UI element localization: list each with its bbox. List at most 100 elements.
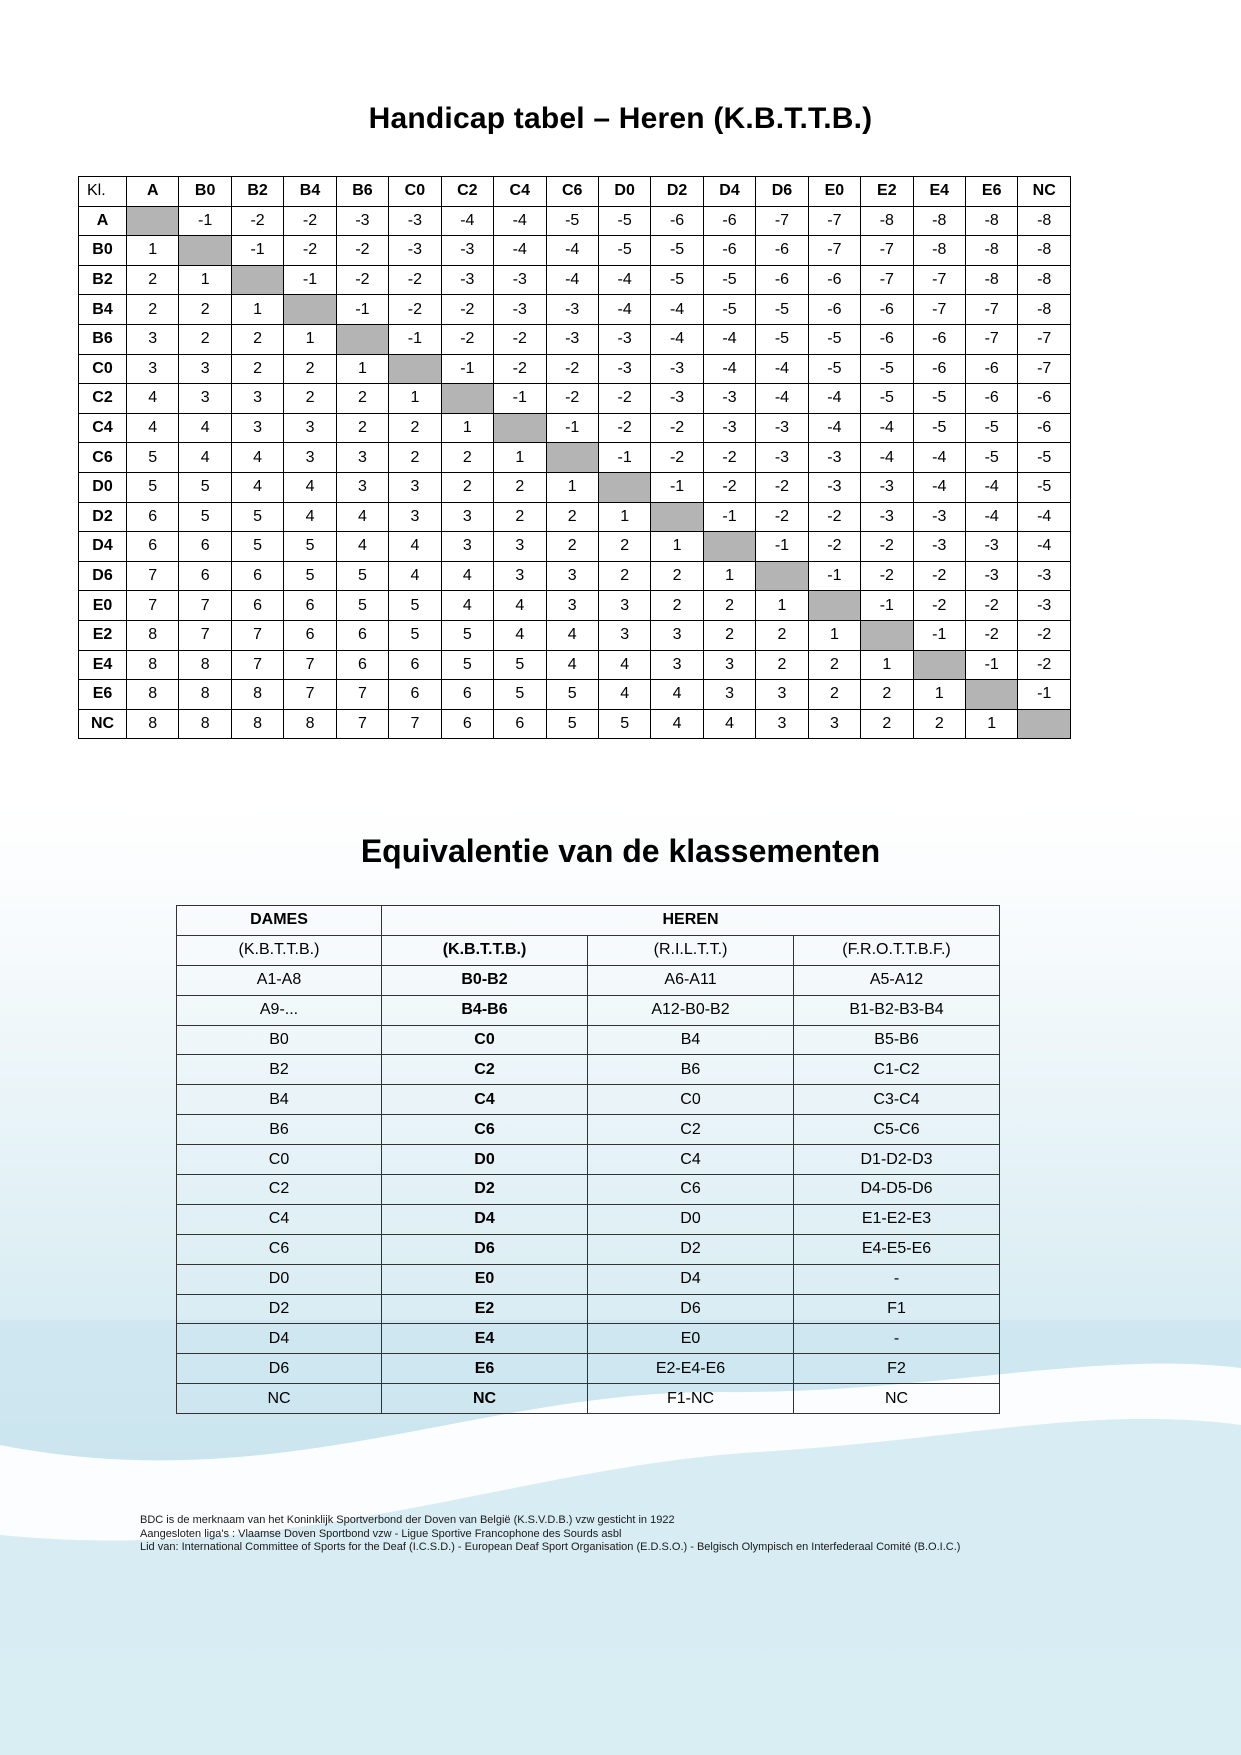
handicap-col-header: C2 <box>440 176 495 207</box>
equiv-cell: - <box>792 1323 1001 1355</box>
handicap-cell: 2 <box>860 708 914 740</box>
handicap-cell: -2 <box>807 501 862 533</box>
handicap-cell: -5 <box>597 235 652 266</box>
handicap-cell: 4 <box>388 531 442 562</box>
handicap-cell: 3 <box>650 649 704 681</box>
handicap-cell: 6 <box>335 649 390 681</box>
handicap-cell: 4 <box>597 649 652 681</box>
equiv-cell: C4 <box>176 1203 382 1235</box>
handicap-cell: 1 <box>912 679 967 710</box>
handicap-cell: -7 <box>912 264 967 296</box>
handicap-cell: 8 <box>230 708 285 740</box>
equiv-col-header: (R.I.L.T.T.) <box>587 934 794 966</box>
handicap-cell: -2 <box>912 590 967 621</box>
handicap-row-header: C6 <box>78 442 127 473</box>
handicap-cell: 8 <box>125 679 180 710</box>
handicap-cell: -8 <box>964 235 1019 266</box>
handicap-cell: -3 <box>860 501 914 533</box>
handicap-row-header: C0 <box>78 353 127 385</box>
handicap-cell: 2 <box>807 679 862 710</box>
equiv-cell: D4-D5-D6 <box>792 1174 1001 1205</box>
handicap-cell: 3 <box>545 590 599 621</box>
handicap-cell: 1 <box>755 590 809 621</box>
equiv-row: A9-... B4-B6 A12-B0-B2 B1-B2-B3-B4 <box>176 994 1001 1026</box>
handicap-cell: 7 <box>230 649 285 681</box>
equiv-cell: C0 <box>176 1144 382 1176</box>
handicap-cell: 3 <box>283 412 337 444</box>
handicap-cell: 3 <box>440 501 495 533</box>
handicap-cell: -2 <box>912 560 967 592</box>
handicap-cell: 1 <box>493 442 547 473</box>
handicap-cell: -3 <box>755 412 809 444</box>
handicap-cell: 1 <box>388 383 442 414</box>
equiv-cell: E0 <box>587 1323 794 1355</box>
handicap-cell: 6 <box>335 619 390 651</box>
handicap-cell: 2 <box>807 649 862 681</box>
equiv-cell: D4 <box>176 1323 382 1355</box>
handicap-cell: -6 <box>807 294 862 325</box>
equiv-cell: D2 <box>587 1233 794 1265</box>
handicap-cell: 5 <box>440 649 495 681</box>
equiv-cell: D0 <box>587 1203 794 1235</box>
handicap-diagonal-cell <box>388 353 442 385</box>
handicap-cell: -8 <box>1017 205 1071 237</box>
handicap-cell: -1 <box>283 264 337 296</box>
handicap-cell: 5 <box>283 531 337 562</box>
handicap-cell: -4 <box>702 353 757 385</box>
handicap-cell: -8 <box>1017 264 1071 296</box>
handicap-cell: -4 <box>755 353 809 385</box>
handicap-cell: -6 <box>860 323 914 355</box>
handicap-col-header: E0 <box>807 176 862 207</box>
handicap-cell: -4 <box>807 383 862 414</box>
handicap-row-header: B6 <box>78 323 127 355</box>
handicap-row: B0 1 -1 -2 -2 -3 -3 -4 -4 -5 -5 -6 -6 -7 -7 -8 -8 -8 <box>78 235 1071 266</box>
handicap-cell: -4 <box>807 412 862 444</box>
handicap-cell: 4 <box>597 679 652 710</box>
handicap-row: E4 8 8 7 7 6 6 5 5 4 4 3 3 2 2 1 -1 -2 <box>78 649 1071 681</box>
handicap-cell: 1 <box>702 560 757 592</box>
equiv-col-header: (K.B.T.T.B.) <box>176 934 382 966</box>
equiv-group-heren: HEREN <box>380 905 1001 936</box>
handicap-cell: 2 <box>493 501 547 533</box>
footer: BDC is de merknaam van het Koninklijk Sp… <box>140 1514 960 1555</box>
handicap-row-header: D6 <box>78 560 127 592</box>
handicap-row: D4 6 6 5 5 4 4 3 3 2 2 1 -1 -2 -2 -3 -3 -4 <box>78 531 1071 562</box>
handicap-cell: -7 <box>807 235 862 266</box>
handicap-row-header: E6 <box>78 679 127 710</box>
handicap-cell: 2 <box>230 323 285 355</box>
handicap-cell: 6 <box>230 560 285 592</box>
footer-line: Lid van: International Committee of Spor… <box>140 1541 961 1554</box>
equiv-col-header-row: (K.B.T.T.B.) (K.B.T.T.B.) (R.I.L.T.T.) (F.R… <box>176 934 1001 966</box>
handicap-cell: -3 <box>545 323 599 355</box>
handicap-cell: -2 <box>597 383 652 414</box>
equiv-cell: A12-B0-B2 <box>587 994 794 1026</box>
handicap-diagonal-cell <box>650 501 704 533</box>
equiv-cell: D6 <box>587 1293 794 1325</box>
handicap-cell: -4 <box>493 205 547 237</box>
handicap-row: NC 8 8 8 8 7 7 6 6 5 5 4 4 3 3 2 2 1 <box>78 708 1071 740</box>
handicap-cell: -2 <box>650 412 704 444</box>
handicap-cell: 4 <box>335 501 390 533</box>
section-title-equivalence: Equivalentie van de klassementen <box>360 833 881 869</box>
handicap-cell: 2 <box>702 590 757 621</box>
handicap-cell: 2 <box>440 471 495 503</box>
page-title: Handicap tabel – Heren (K.B.T.T.B.) <box>368 102 873 135</box>
handicap-cell: 6 <box>440 679 495 710</box>
handicap-cell: -4 <box>860 442 914 473</box>
handicap-cell: -1 <box>912 619 967 651</box>
handicap-cell: 1 <box>860 649 914 681</box>
equiv-cell: F1-NC <box>587 1383 794 1415</box>
handicap-cell: 3 <box>493 531 547 562</box>
handicap-cell: -6 <box>860 294 914 325</box>
handicap-cell: 2 <box>440 442 495 473</box>
handicap-cell: 3 <box>335 442 390 473</box>
handicap-cell: -5 <box>1017 442 1071 473</box>
handicap-cell: 6 <box>178 560 232 592</box>
handicap-cell: -8 <box>912 235 967 266</box>
equiv-row: C2 D2 C6 D4-D5-D6 <box>176 1174 1001 1205</box>
handicap-cell: -3 <box>860 471 914 503</box>
equiv-row: D0 E0 D4- <box>176 1263 1001 1295</box>
handicap-cell: -2 <box>283 205 337 237</box>
handicap-cell: -1 <box>440 353 495 385</box>
handicap-col-header: C6 <box>545 176 599 207</box>
